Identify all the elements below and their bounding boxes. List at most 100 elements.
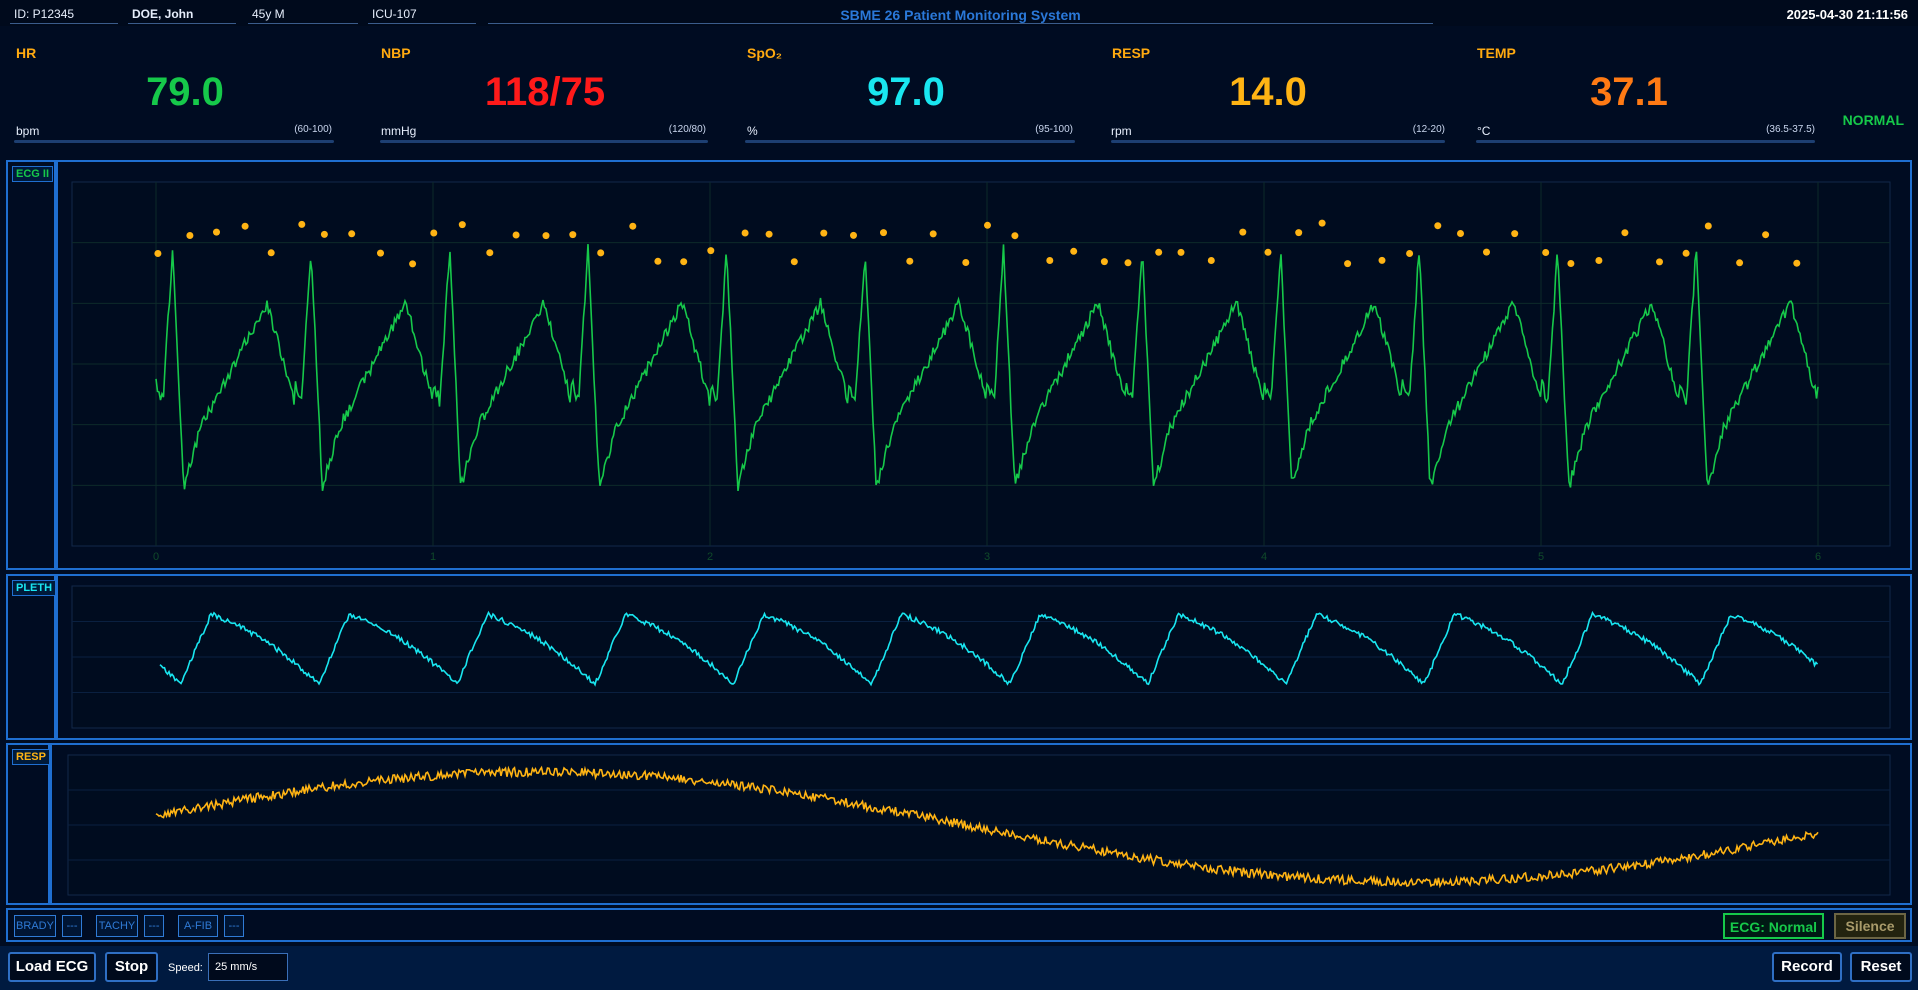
ecg-peak-marker bbox=[1457, 230, 1464, 237]
brady-alarm-value: --- bbox=[62, 915, 82, 937]
vital-nbp-unit: mmHg bbox=[381, 124, 417, 138]
ecg-peak-marker bbox=[680, 258, 688, 266]
ecg-plot-area: 0 1 2 3 4 5 6 bbox=[56, 162, 1910, 568]
ecg-peak-marker bbox=[962, 259, 970, 266]
ecg-peak-marker bbox=[1046, 257, 1054, 264]
reset-button[interactable]: Reset bbox=[1850, 952, 1912, 982]
ecg-trace bbox=[155, 244, 1819, 492]
vital-spo2-unit: % bbox=[747, 124, 758, 138]
ecg-peak-marker bbox=[654, 257, 662, 265]
vital-spo2-value: 97.0 bbox=[867, 70, 945, 114]
ecg-peak-marker bbox=[765, 230, 773, 238]
ecg-peak-marker bbox=[1406, 250, 1414, 257]
tachy-alarm-label[interactable]: TACHY bbox=[96, 915, 138, 937]
ecg-peak-marker bbox=[707, 247, 715, 255]
record-button[interactable]: Record bbox=[1772, 952, 1842, 982]
ecg-peak-marker bbox=[929, 230, 937, 238]
ecg-peak-marker bbox=[409, 260, 417, 268]
alarm-bar: BRADY --- TACHY --- A-FIB --- ECG: Norma… bbox=[6, 908, 1912, 942]
ecg-peak-marker bbox=[1704, 222, 1712, 230]
vitals-panel: HR 79.0 bpm (60-100) NBP 118/75 mmHg (12… bbox=[0, 28, 1918, 154]
pleth-trace bbox=[159, 610, 1819, 687]
load-ecg-button[interactable]: Load ECG bbox=[8, 952, 96, 982]
speed-input[interactable]: 25 mm/s bbox=[208, 953, 288, 981]
ecg-peak-marker bbox=[213, 228, 220, 236]
vital-temp-range: (36.5-37.5) bbox=[1766, 124, 1815, 135]
vital-hr-unit: bpm bbox=[16, 124, 40, 138]
vital-resp-range: (12-20) bbox=[1412, 124, 1445, 135]
ecg-x-tick-label: 1 bbox=[430, 551, 436, 563]
vital-resp-value: 14.0 bbox=[1229, 70, 1307, 114]
vital-temp: TEMP 37.1 °C (36.5-37.5) bbox=[1462, 28, 1815, 154]
ecg-peak-marker bbox=[850, 231, 857, 239]
ecg-peak-marker bbox=[1177, 248, 1185, 256]
ecg-peak-marker bbox=[512, 231, 520, 239]
header-bar: ID: P12345 DOE, John 45y M ICU-107 SBME … bbox=[0, 0, 1918, 26]
ecg-status-indicator: ECG: Normal bbox=[1722, 913, 1824, 939]
ecg-peak-marker bbox=[1656, 258, 1663, 266]
ecg-peak-marker bbox=[741, 229, 749, 237]
ecg-x-tick-label: 3 bbox=[984, 551, 990, 563]
vital-resp-bar bbox=[1111, 140, 1445, 143]
ecg-peak-marker bbox=[377, 249, 384, 257]
ecg-peak-marker bbox=[267, 249, 275, 257]
ecg-x-tick-label: 0 bbox=[153, 551, 159, 563]
vital-temp-value: 37.1 bbox=[1590, 70, 1668, 114]
vital-temp-unit: °C bbox=[1477, 124, 1491, 138]
ecg-peak-marker bbox=[1155, 248, 1163, 256]
ecg-x-tick-label: 5 bbox=[1538, 551, 1544, 563]
afib-alarm-value: --- bbox=[224, 915, 244, 937]
bottom-toolbar: Load ECG Stop Speed: 25 mm/s Record Rese… bbox=[0, 946, 1918, 990]
ecg-peak-marker bbox=[1344, 260, 1352, 268]
ecg-peak-marker bbox=[1434, 222, 1442, 230]
ecg-peak-marker bbox=[820, 229, 828, 237]
silence-button[interactable]: Silence bbox=[1834, 913, 1906, 939]
ecg-peak-marker bbox=[1682, 249, 1690, 257]
vital-nbp-bar bbox=[380, 140, 708, 143]
ecg-peak-marker bbox=[486, 249, 494, 257]
ecg-peak-marker bbox=[880, 229, 887, 237]
pleth-label-column: PLETH bbox=[8, 576, 57, 738]
ecg-peak-marker bbox=[1736, 259, 1744, 267]
ecg-x-tick-label: 6 bbox=[1815, 551, 1821, 563]
ecg-peak-marker bbox=[298, 220, 306, 228]
ecg-peak-marker bbox=[1378, 256, 1386, 264]
ecg-peak-marker bbox=[1100, 258, 1108, 266]
vital-hr-range: (60-100) bbox=[294, 124, 332, 135]
ecg-peak-marker bbox=[241, 222, 249, 230]
vital-spo2-bar bbox=[745, 140, 1075, 143]
ecg-peak-marker bbox=[1621, 229, 1629, 237]
ecg-peak-marker bbox=[1207, 257, 1215, 264]
ecg-peak-marker bbox=[1511, 230, 1519, 238]
ecg-peak-marker bbox=[1318, 219, 1326, 227]
resp-panel: RESP bbox=[6, 743, 1912, 905]
patient-age-sex: 45y M bbox=[248, 0, 358, 24]
ecg-peak-marker bbox=[906, 257, 914, 265]
resp-label-column: RESP bbox=[8, 745, 50, 903]
resp-label: RESP bbox=[12, 749, 50, 765]
ecg-peak-marker bbox=[1483, 248, 1490, 256]
ecg-waveform-chart: 0 1 2 3 4 5 6 bbox=[71, 181, 1891, 563]
ecg-peak-marker bbox=[1011, 232, 1019, 240]
pleth-label: PLETH bbox=[12, 580, 57, 596]
pleth-plot-area bbox=[56, 576, 1910, 738]
ecg-peak-marker bbox=[1295, 229, 1303, 237]
ecg-peak-marker bbox=[458, 221, 466, 229]
patient-name: DOE, John bbox=[128, 0, 236, 24]
ecg-peak-marker bbox=[1124, 259, 1132, 267]
vital-hr-value: 79.0 bbox=[146, 70, 224, 114]
vital-spo2-label: SpO₂ bbox=[747, 45, 782, 61]
tachy-alarm-value: --- bbox=[144, 915, 164, 937]
patient-location: ICU-107 bbox=[368, 0, 476, 24]
ecg-peak-marker bbox=[1595, 257, 1603, 264]
brady-alarm-label[interactable]: BRADY bbox=[14, 915, 56, 937]
ecg-peak-marker bbox=[629, 222, 637, 230]
vital-temp-label: TEMP bbox=[1477, 45, 1516, 61]
ecg-peak-marker bbox=[542, 232, 550, 240]
resp-plot-area bbox=[50, 745, 1910, 903]
ecg-peak-marker bbox=[320, 230, 328, 238]
speed-label: Speed: bbox=[168, 962, 203, 974]
afib-alarm-label[interactable]: A-FIB bbox=[178, 915, 218, 937]
ecg-peak-marker bbox=[984, 221, 991, 229]
stop-button[interactable]: Stop bbox=[105, 952, 158, 982]
